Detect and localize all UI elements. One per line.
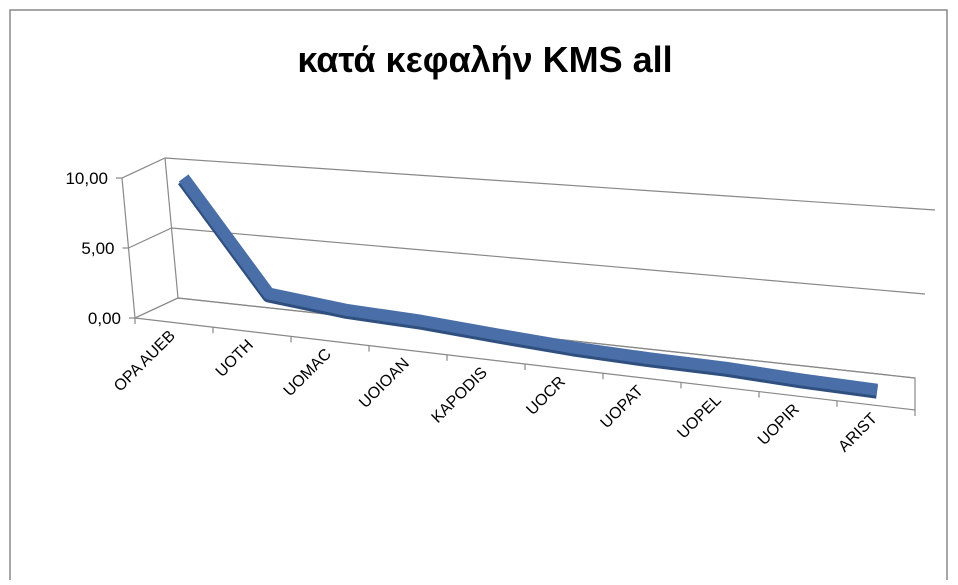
grid-line	[128, 227, 926, 295]
y-tick-label: 5,00	[81, 239, 114, 258]
y-tick-label: 0,00	[88, 309, 121, 328]
chart-frame	[9, 9, 948, 585]
chart-title: κατά κεφαλήν KMS all	[297, 39, 672, 80]
line	[178, 174, 878, 396]
grid-line	[134, 297, 916, 379]
grid-line	[121, 157, 936, 211]
y-tick-label: 10,00	[65, 169, 108, 188]
